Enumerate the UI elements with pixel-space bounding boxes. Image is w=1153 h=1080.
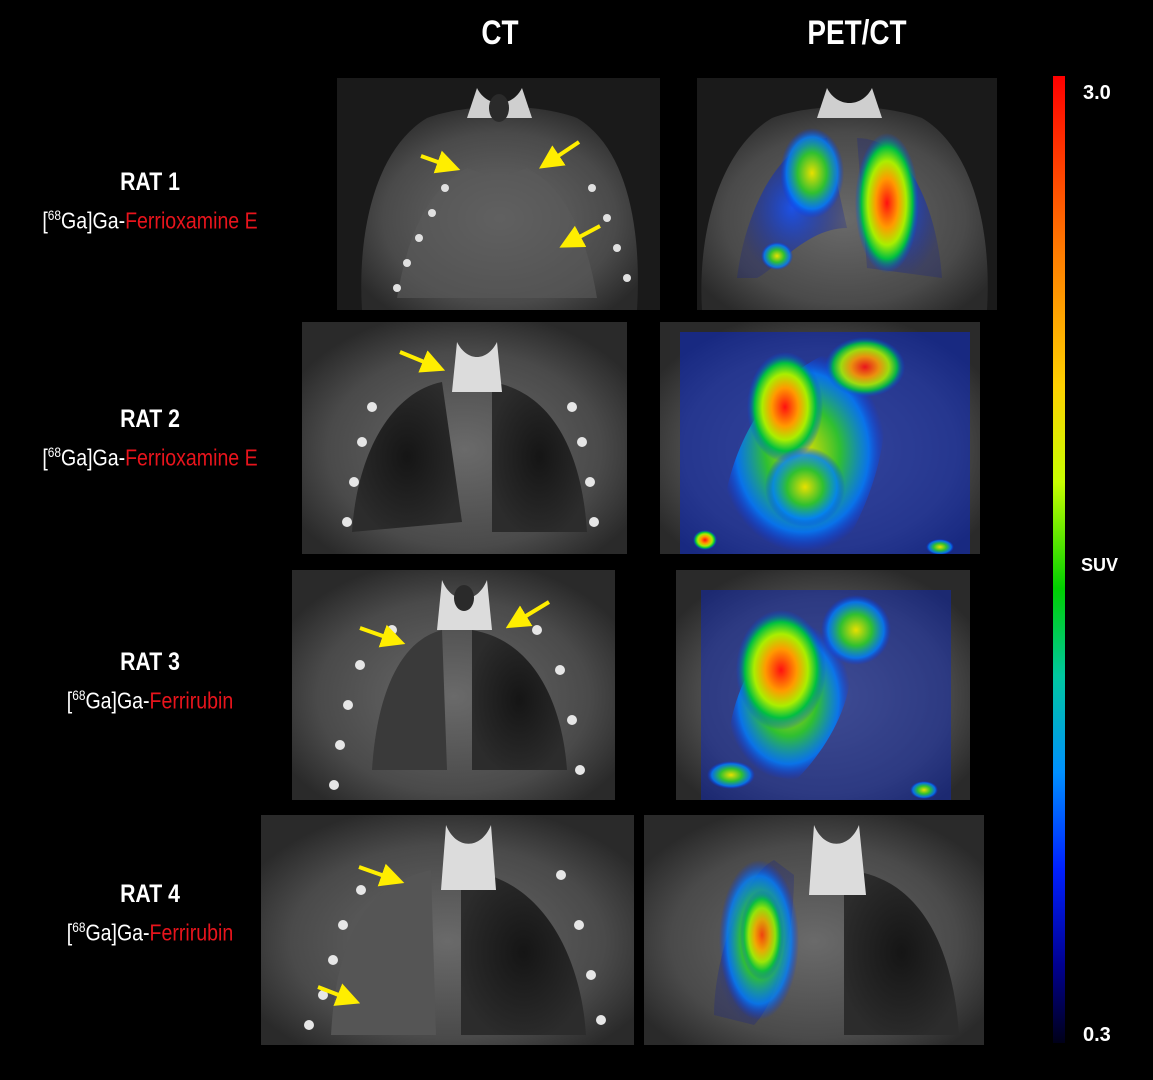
tracer-name: [68Ga]Ga-Ferrioxamine E [42, 207, 258, 234]
tracer-name: [68Ga]Ga-Ferrirubin [66, 687, 234, 714]
drug-name: Ferrioxamine E [125, 207, 258, 234]
rat-name: RAT 1 [120, 168, 180, 196]
colorbar-unit-label: SUV [1081, 555, 1119, 575]
row-label-rat-4: RAT 4 [68Ga]Ga-Ferrirubin [0, 880, 300, 947]
tracer-name: [68Ga]Ga-Ferrioxamine E [42, 444, 258, 471]
colorbar-max-label: 3.0 [1083, 82, 1111, 104]
arrow-icon [399, 350, 446, 373]
rat-name: RAT 2 [120, 405, 180, 433]
ct-image-rat-1 [337, 78, 660, 310]
petct-image-rat-4 [644, 815, 984, 1045]
ct-image-rat-2 [302, 322, 627, 554]
drug-name: Ferrirubin [149, 687, 234, 714]
suv-colorbar [1053, 76, 1065, 1043]
rat-name: RAT 4 [120, 880, 180, 908]
rat-name: RAT 3 [120, 648, 180, 676]
petct-image-rat-1 [697, 78, 997, 310]
arrow-icon [317, 863, 405, 1006]
petct-image-rat-3 [676, 570, 970, 800]
ct-image-rat-4 [261, 815, 634, 1045]
drug-name: Ferrioxamine E [125, 444, 258, 471]
arrow-icon [420, 140, 601, 248]
arrow-icon [359, 600, 551, 648]
ct-image-rat-3 [292, 570, 615, 800]
row-label-rat-1: RAT 1 [68Ga]Ga-Ferrioxamine E [0, 168, 300, 235]
drug-name: Ferrirubin [149, 919, 234, 946]
row-label-rat-3: RAT 3 [68Ga]Ga-Ferrirubin [0, 648, 300, 715]
petct-column-header: PET/CT [807, 14, 907, 52]
petct-image-rat-2 [660, 322, 980, 554]
colorbar-min-label: 0.3 [1083, 1024, 1111, 1046]
row-label-rat-2: RAT 2 [68Ga]Ga-Ferrioxamine E [0, 405, 300, 472]
ct-column-header: CT [481, 14, 519, 52]
tracer-name: [68Ga]Ga-Ferrirubin [66, 919, 234, 946]
